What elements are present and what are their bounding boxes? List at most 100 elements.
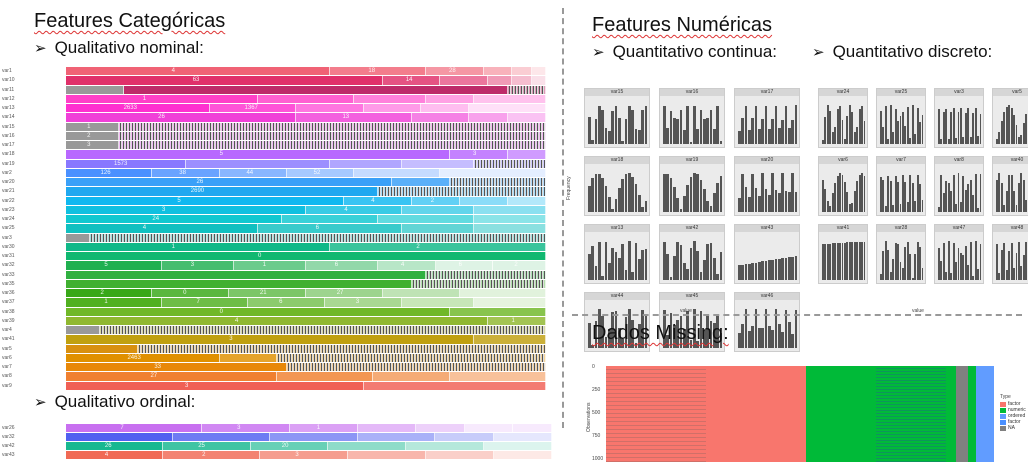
mosaic-segment <box>507 150 546 159</box>
histogram-bar <box>1020 134 1023 144</box>
mosaic-segment <box>258 94 354 103</box>
mosaic-segment <box>507 196 546 205</box>
histogram-bar <box>673 117 676 144</box>
histogram-bar <box>831 193 834 212</box>
histogram-panel: var20 <box>734 156 800 216</box>
mosaic-segment <box>229 289 306 298</box>
histogram-panel: var15 <box>584 88 650 148</box>
histogram-bar <box>831 131 834 144</box>
row-label: var26 <box>2 425 15 431</box>
categorical-title: Features Categóricas <box>34 10 226 32</box>
segment-label: 3 <box>87 142 91 148</box>
panel-title: var47 <box>935 225 983 232</box>
histogram-bar <box>851 202 854 212</box>
histogram-bar <box>938 248 940 280</box>
histogram-bar <box>634 243 638 280</box>
histogram-bar <box>679 244 683 280</box>
mosaic-row: 4 18 28 <box>66 67 546 76</box>
row-label: var22 <box>2 197 15 204</box>
histogram-bar <box>962 176 965 212</box>
histogram-bar <box>611 110 615 144</box>
histogram-bar <box>942 243 945 280</box>
mosaic-segment <box>483 67 513 76</box>
mosaic-segment <box>66 76 383 85</box>
histogram-bar <box>894 175 897 212</box>
histogram-bar <box>638 129 641 144</box>
missing-block <box>956 366 968 462</box>
panel-title: var24 <box>819 89 867 96</box>
histogram-bar <box>591 177 595 212</box>
segment-label: 4 <box>371 197 375 204</box>
histogram-bar <box>887 139 890 144</box>
panel-title: var48 <box>993 225 1028 232</box>
row-label: var14 <box>2 114 15 121</box>
mosaic-row: 26 <box>66 178 546 187</box>
histogram-bar <box>591 140 595 144</box>
histogram-bar <box>826 200 829 212</box>
histogram-bar <box>848 105 851 144</box>
histogram-bar <box>911 105 914 144</box>
segment-label: 1 <box>87 123 91 130</box>
histogram-bar <box>1010 175 1013 212</box>
histogram-bar <box>768 260 771 280</box>
mosaic-segment <box>66 205 306 214</box>
histogram-bar <box>938 206 940 212</box>
mosaic-segment <box>415 424 465 432</box>
mosaic-segment <box>450 178 546 187</box>
histogram-bar <box>744 264 748 280</box>
histogram-bar <box>979 113 982 144</box>
histogram-bar <box>751 325 755 348</box>
histogram-bar <box>751 118 755 144</box>
histogram-bar <box>839 173 842 212</box>
histogram-bar <box>638 259 641 280</box>
histogram-bar <box>889 180 892 212</box>
histogram-bar <box>706 200 710 212</box>
vertical-divider <box>562 8 564 428</box>
segment-label: 27 <box>336 290 344 296</box>
mosaic-segment <box>66 150 450 159</box>
mosaic-segment <box>66 168 153 177</box>
mosaic-segment <box>426 94 474 103</box>
histogram-bar <box>683 196 686 212</box>
missing-heatmap <box>606 366 994 462</box>
histogram-panel: var5 <box>992 88 1028 148</box>
row-label: var24 <box>2 216 15 222</box>
mosaic-segment <box>402 298 474 307</box>
row-label: var8 <box>2 373 12 380</box>
histogram-bar <box>781 332 785 348</box>
mosaic-segment <box>66 252 546 261</box>
histogram-bar <box>784 105 788 144</box>
histogram-bar <box>621 179 625 212</box>
histogram-bar <box>598 106 601 144</box>
histogram-bar <box>897 181 900 212</box>
mosaic-row: 26 25 20 <box>66 442 552 450</box>
histogram-bar <box>851 111 854 144</box>
histogram-bar <box>669 277 673 280</box>
mosaic-row: 3 <box>66 141 546 150</box>
histogram-bar <box>921 114 924 144</box>
row-label: var11 <box>2 86 15 93</box>
histogram-bar <box>614 198 618 212</box>
qual-ordinal-heading: ➢ Qualitativo ordinal: <box>34 392 195 412</box>
segment-label: 2 <box>430 197 435 204</box>
mosaic-segment <box>66 196 345 205</box>
histogram-bar <box>1003 204 1006 212</box>
legend-label: ordered <box>1008 413 1026 419</box>
histogram-bar <box>693 105 696 144</box>
mosaic-segment <box>286 168 354 177</box>
histogram-bar <box>774 105 778 144</box>
mosaic-segment <box>426 270 546 279</box>
hist-y-axis-label: Frequency <box>566 176 572 200</box>
histogram-bar <box>846 116 849 144</box>
segment-label: 6 <box>334 262 339 269</box>
row-label: var42 <box>2 443 15 449</box>
histogram-bar <box>709 243 713 280</box>
histogram-bar <box>644 105 648 144</box>
mosaic-segment <box>402 224 474 233</box>
histogram-bar <box>822 244 824 280</box>
histogram-bar <box>1005 191 1008 212</box>
histogram-bar <box>608 329 611 348</box>
histogram-bar <box>947 182 950 212</box>
mosaic-segment <box>289 424 358 432</box>
histogram-bar <box>1022 254 1025 280</box>
